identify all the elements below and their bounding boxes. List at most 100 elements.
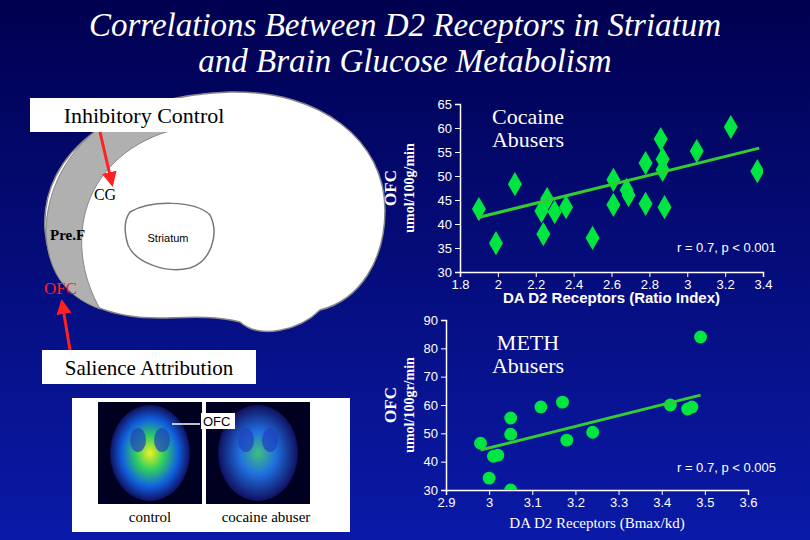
label-ofc: OFC [44, 279, 77, 298]
tick: 45 [438, 193, 460, 208]
tick-label: 3.4 [754, 277, 772, 292]
tick: 90 [424, 313, 446, 328]
tick: 3.5 [696, 490, 714, 510]
brain-outline [45, 92, 385, 331]
tick-mark [441, 348, 446, 349]
box-inhibitory [30, 98, 258, 132]
annotation-line: Abusers [492, 127, 564, 152]
tick-mark [455, 128, 460, 129]
tick-label: 3.4 [653, 495, 671, 510]
pet-spot [130, 428, 146, 452]
annotation-line: Abusers [492, 353, 564, 378]
tick: 3 [486, 490, 493, 510]
tick: 80 [424, 341, 446, 356]
pet-spot [262, 428, 278, 452]
point [750, 159, 763, 183]
tick-label: 65 [438, 97, 452, 112]
tick-mark [455, 176, 460, 177]
point [559, 195, 573, 219]
trend-line [477, 148, 759, 218]
point [556, 396, 569, 409]
point [489, 231, 503, 255]
point [654, 127, 668, 151]
tick-label: 60 [438, 121, 452, 136]
point [586, 226, 600, 250]
tick: 3.6 [739, 490, 757, 510]
axis-line [455, 105, 461, 273]
title: and Brain Glucose Metabolism [198, 43, 611, 79]
tick-label: 50 [424, 426, 438, 441]
box-salience [42, 350, 256, 384]
tick-mark [441, 490, 446, 491]
striatum-region [125, 203, 214, 269]
tick: 40 [424, 454, 446, 469]
background [0, 0, 810, 540]
pet-panel: OFCcontrolcocaine abuser [72, 398, 350, 532]
tick: 50 [424, 426, 446, 441]
axis-line [441, 321, 447, 491]
point [483, 472, 496, 485]
tick-mark [455, 224, 460, 225]
label-pet-abuser: cocaine abuser [222, 509, 311, 525]
label-pet-ofc: OFC [203, 414, 230, 429]
pointer [172, 423, 200, 425]
tick-label: 45 [438, 193, 452, 208]
tick: 65 [438, 97, 460, 112]
tick-label: 3.3 [610, 495, 628, 510]
tick-mark [441, 462, 446, 463]
tick-mark [455, 272, 460, 273]
annotation-line: Cocaine [492, 104, 564, 129]
point [508, 172, 522, 196]
tick: 1.8 [451, 272, 469, 292]
pet-background [72, 398, 350, 532]
chart: 2.933.13.23.33.43.53.630405060708090OFCu… [381, 313, 776, 532]
point [491, 449, 504, 462]
y-axis-title: OFC [381, 387, 400, 423]
tick-label: 3 [486, 495, 493, 510]
chart: 1.822.22.42.62.833.23.43035404550556065O… [381, 97, 776, 306]
brain-diagram: CGPre.FStriatumOFC [44, 92, 385, 331]
arrow [62, 302, 70, 350]
point [639, 151, 653, 175]
tick: 30 [438, 265, 460, 280]
tick-label: 80 [424, 341, 438, 356]
tick-label: 50 [438, 169, 452, 184]
tick-label: 2.9 [437, 495, 455, 510]
point [504, 484, 517, 490]
tick: 3.1 [524, 490, 542, 510]
point [639, 192, 653, 216]
point [504, 428, 517, 441]
tick: 55 [438, 145, 460, 160]
tick-mark [441, 433, 446, 434]
annotation: CocaineAbusers [492, 104, 564, 152]
point [534, 401, 547, 414]
tick-label: 3.1 [524, 495, 542, 510]
trend-line [481, 395, 701, 450]
label-cg: CG [94, 186, 117, 203]
pet-frame [98, 402, 202, 504]
tick-mark [455, 152, 460, 153]
tick-mark [455, 104, 460, 105]
tick-label: 2 [495, 277, 502, 292]
tick-label: 3.6 [739, 495, 757, 510]
tick: 50 [438, 169, 460, 184]
tick-label: 40 [424, 454, 438, 469]
x-axis-title: DA D2 Receptors (Bmax/kd) [509, 515, 684, 532]
stats: r = 0.7, p < 0.001 [677, 240, 776, 255]
tick-label: 3.5 [696, 495, 714, 510]
tick-label: 40 [438, 217, 452, 232]
x-axis-title: DA D2 Receptors (Ratio Index) [503, 289, 720, 306]
plot-area [472, 115, 763, 255]
label-salience: Salience Attribution [65, 356, 234, 380]
tick: 60 [438, 121, 460, 136]
tick: 35 [438, 241, 460, 256]
label-pref: Pre.F [50, 227, 85, 243]
stats: r = 0.7, p < 0.005 [677, 460, 776, 475]
annotation-line: METH [497, 330, 559, 355]
tick: 30 [424, 483, 446, 498]
y-axis-title: OFC [381, 170, 400, 206]
tick: 60 [424, 398, 446, 413]
pet-scan [110, 405, 190, 501]
tick-label: 1.8 [451, 277, 469, 292]
point [606, 193, 620, 217]
